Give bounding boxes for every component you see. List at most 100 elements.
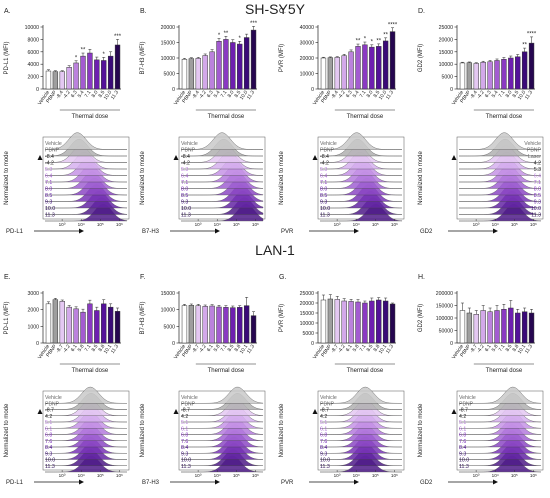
bar-D — [473, 63, 479, 90]
x-tick-label-A: 10.0 — [103, 90, 114, 102]
hist-curve-E — [45, 386, 127, 404]
hist-label-D: 6.4 — [534, 174, 541, 180]
bar-B — [243, 37, 250, 90]
hist-label-D: PBNP — [527, 148, 542, 154]
hist-x-tick-label-C: 10⁰ — [334, 222, 341, 227]
bar-F — [243, 305, 250, 344]
bar-A — [114, 44, 121, 90]
y-tick-label-G: 5000 — [302, 331, 314, 337]
bar-A — [94, 59, 100, 90]
bar-E — [45, 303, 52, 344]
x-tick-label-C: 10.0 — [378, 90, 389, 102]
bar-A — [107, 55, 114, 90]
y-tick-label-G: 10000 — [300, 321, 315, 327]
hist-x-tick-label-C: 10⁴ — [353, 222, 360, 227]
x-tick-label-D: 8.5 — [511, 90, 520, 99]
hist-label-C: 8.0 — [320, 187, 327, 193]
hist-label-E: 6.8 — [45, 433, 52, 439]
bar-A — [87, 52, 93, 90]
bar-C — [389, 31, 396, 90]
y-tick-label-A: 6000 — [27, 50, 39, 56]
hist-label-F: 6.1 — [181, 426, 188, 432]
hist-curve-G — [320, 386, 402, 404]
y-tick-label-G: 15000 — [300, 311, 315, 317]
y-tick-label-H: 100000 — [436, 316, 453, 322]
y-tick-label-B: 10000 — [161, 56, 176, 62]
hist-x-tick-label-F: 10⁴ — [214, 473, 221, 478]
x-tick-label-H: 8.8 — [511, 344, 520, 353]
hist-xlabel-H: GD2 — [420, 480, 433, 486]
hist-label-G: 6.1 — [320, 426, 327, 432]
group-label-F: Thermal dose — [208, 368, 245, 374]
hist-x-arrow-head-H — [493, 479, 498, 485]
hist-label-G: PBNP — [320, 401, 335, 407]
x-tick-label-B: 8.0 — [227, 90, 236, 99]
y-tick-label-E: 3000 — [27, 291, 39, 297]
x-tick-label-B: 5.4 — [213, 90, 222, 99]
panel-label-F: F. — [140, 274, 146, 281]
hist-x-tick-label-E: 10⁰ — [59, 473, 66, 478]
hist-x-arrow-head-G — [354, 479, 359, 485]
y-tick-label-A: 8000 — [27, 37, 39, 43]
bar-A — [66, 67, 72, 90]
hist-label-A: PBNP — [45, 148, 60, 154]
hist-label-G: Vehicle — [320, 395, 337, 401]
hist-x-tick-label-F: 10⁵ — [233, 473, 240, 478]
hist-label-C: 6.4 — [320, 174, 327, 180]
hist-label-C: PBNP — [320, 148, 335, 154]
hist-ylabel-B: Normalized to mode — [140, 150, 146, 204]
bar-F — [216, 306, 222, 344]
x-tick-label-C: -8.4 — [330, 90, 340, 101]
hist-label-G: 5.1 — [320, 420, 327, 426]
bar-A — [73, 62, 79, 90]
y-tick-label-A: 4000 — [27, 62, 39, 68]
bar-B — [202, 55, 208, 90]
x-tick-label-D: 7.1 — [498, 90, 507, 99]
sig-label-C: ** — [356, 39, 361, 45]
hist-x-tick-label-D: 10⁵ — [511, 222, 518, 227]
bar-E — [87, 303, 93, 344]
hist-label-E: 7.6 — [45, 439, 52, 445]
x-tick-label-E: -4.2 — [62, 344, 72, 355]
bar-G — [320, 299, 327, 344]
x-tick-label-C: 11.3 — [385, 90, 395, 101]
hist-label-C: 10.0 — [320, 206, 330, 212]
y-tick-label-D: 10000 — [439, 62, 454, 68]
hist-label-B: PBNP — [181, 148, 196, 154]
hist-label-D: Laser — [528, 154, 541, 160]
bar-H — [515, 312, 521, 344]
hist-label-G: 11.3 — [320, 464, 330, 470]
bar-C — [348, 51, 354, 90]
hist-curve-F — [181, 386, 264, 404]
hist-x-tick-label-A: 10⁰ — [59, 222, 66, 227]
hist-ylabel-H: Normalized to mode — [418, 403, 424, 457]
bar-H — [487, 311, 493, 344]
y-axis-label-E: PD-L1 (MFI) — [4, 301, 10, 334]
y-tick-label-F: 0 — [172, 341, 175, 347]
bar-F — [188, 305, 195, 344]
hist-label-D: 10.0 — [531, 206, 541, 212]
hist-x-tick-label-A: 10⁴ — [78, 222, 85, 227]
bar-C — [355, 46, 361, 90]
hist-x-tick-label-F: 10⁶ — [252, 473, 259, 478]
y-tick-label-H: 200000 — [436, 291, 453, 297]
bar-H — [508, 307, 514, 344]
bar-H — [466, 312, 473, 344]
bar-D — [528, 42, 535, 90]
hist-label-A: 10.0 — [45, 206, 55, 212]
hist-arrow-up-D — [451, 155, 457, 160]
bar-A — [59, 71, 65, 90]
hist-label-A: -4.2 — [45, 161, 54, 167]
panel-label-H: H. — [418, 274, 425, 281]
sig-label-D: ** — [522, 43, 527, 49]
y-axis-label-A: PD-L1 (MFI) — [4, 41, 10, 74]
y-tick-label-F: 5000 — [163, 324, 175, 330]
bar-C — [362, 44, 368, 90]
bottom-section-title: LAN-1 — [255, 242, 295, 258]
bar-H — [473, 314, 479, 344]
bar-G — [362, 302, 368, 344]
x-tick-label-A: 8.0 — [91, 90, 100, 99]
hist-x-tick-label-G: 10⁶ — [391, 473, 398, 478]
x-tick-label-B: 10.0 — [239, 90, 250, 102]
hist-x-tick-label-C: 10⁶ — [391, 222, 398, 227]
